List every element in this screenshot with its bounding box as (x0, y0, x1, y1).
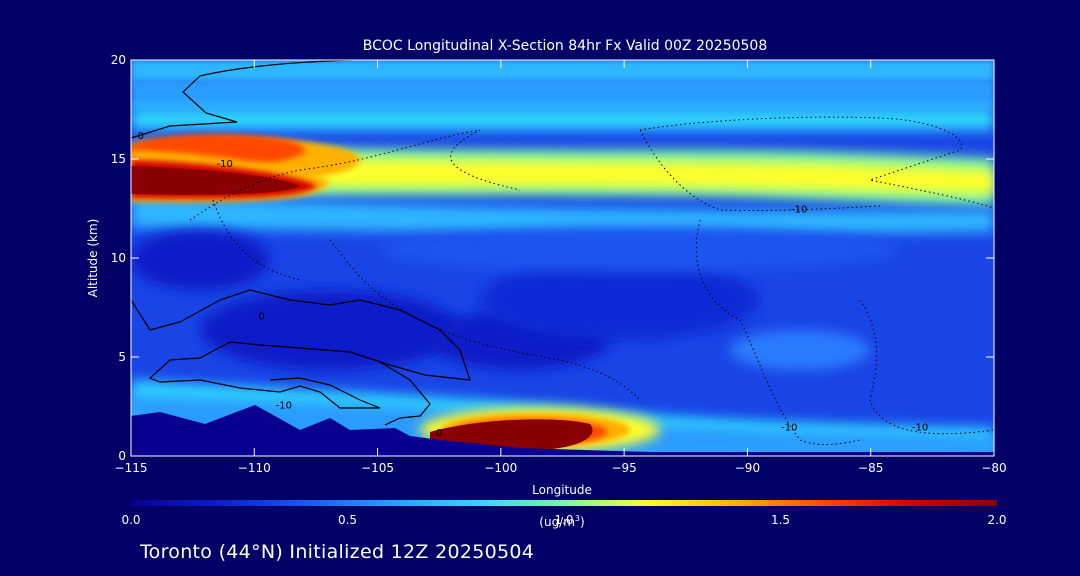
contour-label: -10 (781, 422, 797, 433)
upper-max-core (131, 166, 300, 195)
axes-group: −115 −110 −105 −100 −95 −90 −85 −80 0 5 10 15 20 (111, 53, 1007, 475)
colorbar (131, 500, 997, 506)
y-tick-label: 20 (111, 53, 126, 67)
contour-label: -10 (791, 205, 807, 216)
y-tick-label: 5 (118, 350, 126, 364)
colorbar-unit-label: (ug/m3) (500, 512, 624, 529)
colorbar-tick-label: 1.0 (554, 513, 573, 527)
contour-upper-zero (131, 60, 367, 139)
contour-label-group: 0 -10 -10 0 -10 0 -10 -10 (138, 131, 929, 439)
x-tick-label: −95 (611, 461, 636, 475)
contour-lower-zero (379, 361, 431, 426)
dotted-5 (859, 299, 994, 435)
colorbar-tick-label: 1.5 (771, 513, 790, 527)
x-tick-label: −105 (361, 461, 394, 475)
contours-dotted (189, 116, 994, 446)
x-tick-label: −90 (735, 461, 760, 475)
colorbar-unit-1: (ug/m (539, 515, 575, 529)
mid-blob-2 (200, 290, 460, 370)
mid-blob-6 (380, 228, 900, 272)
colorbar-tick-group: 0.0 0.5 1.0 1.5 2.0 (121, 513, 1006, 527)
colorbar-unit-sup: 3 (574, 514, 581, 523)
x-axis-label: Longitude (532, 483, 592, 497)
contour-mid-zero (131, 289, 471, 409)
mid-blob-1 (131, 230, 270, 290)
plot-field (131, 60, 994, 456)
y-axis-label: Altitude (km) (86, 219, 100, 298)
mid-blob-5 (730, 330, 870, 370)
contours-solid (131, 60, 471, 426)
field-cyan-above-band (131, 108, 994, 130)
contour-label: 0 (258, 311, 264, 322)
x-tick-label: −100 (484, 461, 517, 475)
y-tick-label: 15 (111, 152, 126, 166)
terrain (131, 405, 994, 456)
x-tick-label: −85 (858, 461, 883, 475)
field-top-blue (131, 80, 994, 110)
lower-plume-core (430, 419, 593, 450)
colorbar-tick-label: 2.0 (987, 513, 1006, 527)
y-tick-label: 0 (118, 449, 126, 463)
dotted-6 (329, 239, 641, 401)
footer-caption: Toronto (44°N) Initialized 12Z 20250504 (140, 541, 535, 563)
colorbar-tick-label: 0.0 (121, 513, 140, 527)
field-top-cyan (131, 60, 994, 82)
contour-label: -10 (217, 159, 233, 170)
x-tick-label: −110 (238, 461, 271, 475)
chart-title: BCOC Longitudinal X-Section 84hr Fx Vali… (363, 38, 767, 54)
contour-label: 0 (138, 131, 144, 142)
field-cyan-below-band (131, 196, 994, 234)
x-tick-label: −115 (115, 461, 148, 475)
colorbar-unit-2: ) (580, 515, 585, 529)
y-tick-label: 10 (111, 251, 126, 265)
mid-blob-4 (480, 260, 760, 340)
contour-label: 0 (436, 428, 442, 439)
contour-label: -10 (912, 422, 928, 433)
x-tick-label: −80 (981, 461, 1006, 475)
contour-label: -10 (276, 401, 292, 412)
colorbar-tick-label: 0.5 (338, 513, 357, 527)
dotted-1 (189, 129, 521, 221)
